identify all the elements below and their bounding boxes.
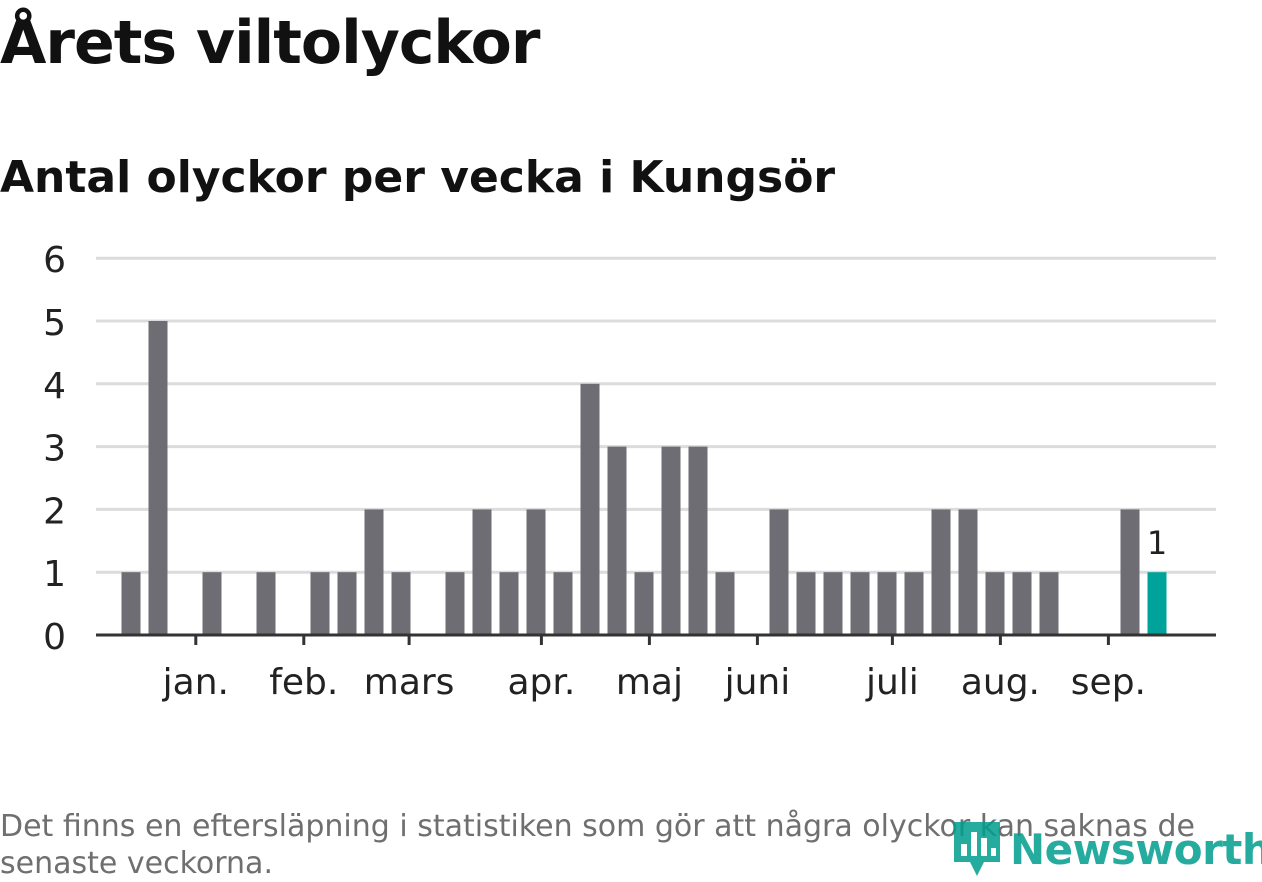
bar-chart: 0 1 2 3 4 5 6 1 jan. feb. mars apr. maj juni juli aug. s…	[43, 240, 1216, 703]
bar	[526, 509, 546, 635]
bar	[1120, 509, 1140, 635]
bar	[877, 572, 897, 635]
x-tick-label: mars	[364, 662, 455, 703]
y-tick-label: 0	[43, 617, 66, 658]
bar	[445, 572, 465, 635]
x-tick-label: sep.	[1071, 662, 1146, 703]
y-tick-label: 4	[43, 366, 66, 407]
bar	[985, 572, 1005, 635]
x-tick-label: jan.	[162, 662, 229, 703]
y-tick-label: 2	[43, 491, 66, 532]
bar	[715, 572, 735, 635]
bar	[256, 572, 276, 635]
bar	[661, 446, 681, 635]
bar	[607, 446, 627, 635]
x-tick-label: juli	[865, 662, 919, 703]
bar	[553, 572, 573, 635]
x-tick-label: apr.	[507, 662, 575, 703]
bar	[688, 446, 708, 635]
x-tick-label: aug.	[961, 662, 1040, 703]
newsworthy-logo: Newsworthy	[952, 818, 1262, 880]
x-tick-label: juni	[724, 662, 791, 703]
bar	[796, 572, 816, 635]
bar	[121, 572, 141, 635]
bar	[958, 509, 978, 635]
bar	[769, 509, 789, 635]
bar	[931, 509, 951, 635]
y-tick-label: 6	[43, 240, 66, 281]
bar	[850, 572, 870, 635]
logo-text: Newsworthy	[1010, 824, 1262, 874]
bar	[472, 509, 492, 635]
bar	[391, 572, 411, 635]
bar	[202, 572, 222, 635]
bar	[310, 572, 330, 635]
bar	[1012, 572, 1032, 635]
x-tick-label: feb.	[269, 662, 338, 703]
chart-subtitle: Antal olyckor per vecka i Kungsör	[0, 152, 836, 203]
bar	[1039, 572, 1059, 635]
chart-title: Årets viltolyckor	[0, 8, 540, 78]
x-tick-label: maj	[616, 662, 683, 703]
y-tick-label: 5	[43, 303, 66, 344]
data-label: 1	[1147, 524, 1167, 562]
bar	[337, 572, 357, 635]
bar	[499, 572, 519, 635]
bar	[823, 572, 843, 635]
bar	[904, 572, 924, 635]
bar	[148, 321, 168, 635]
y-tick-label: 1	[43, 554, 66, 595]
bar	[580, 383, 600, 635]
bar-chart-pin-icon	[954, 822, 1000, 876]
bar	[364, 509, 384, 635]
bar	[634, 572, 654, 635]
bar-highlight	[1147, 572, 1167, 635]
y-tick-label: 3	[43, 429, 66, 470]
